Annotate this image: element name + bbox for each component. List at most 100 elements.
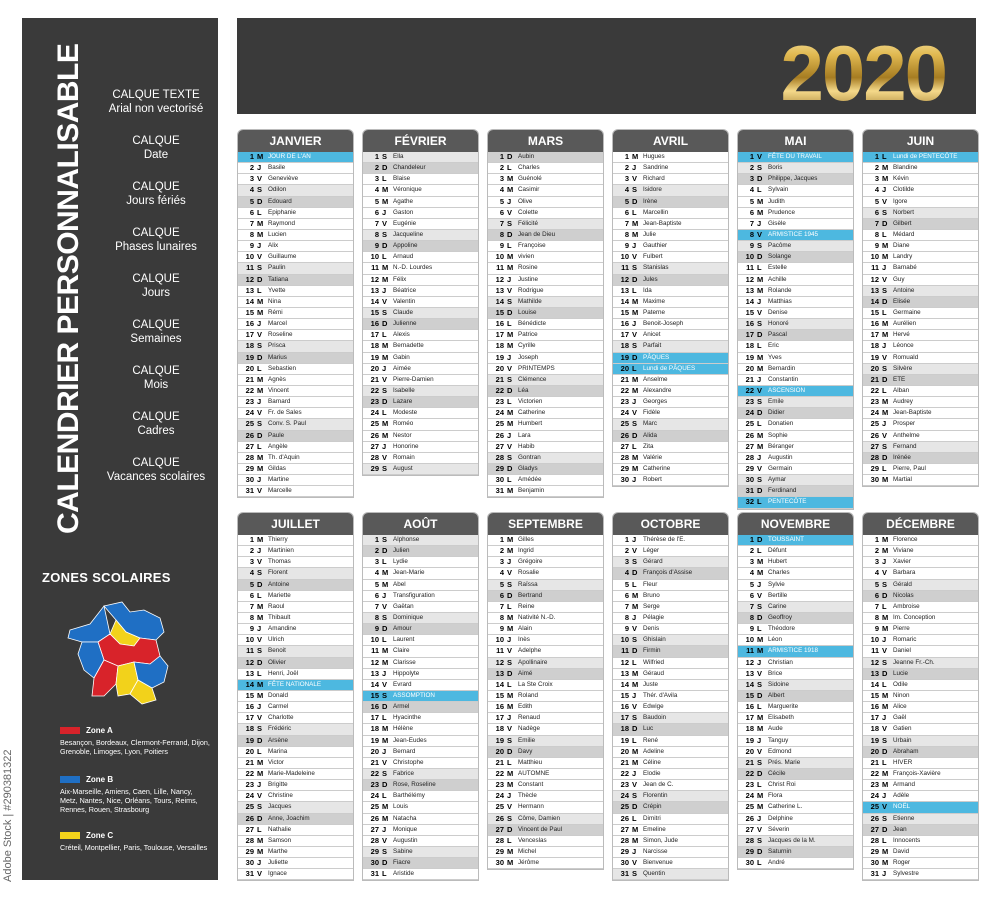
layer-item: CALQUE Date [94,134,218,162]
day-letter: M [257,835,264,845]
day-row: 18 D Luc [613,724,728,736]
saint-name: Bernardin [768,364,796,372]
day-number: 29 [245,846,254,856]
saint-name: Bénédicte [518,320,547,328]
day-number: 1 [749,152,754,161]
day-row: 15 M Paterne [613,308,728,320]
day-letter: D [507,152,513,161]
day-letter: L [882,307,887,317]
day-number: 24 [870,408,879,418]
saint-name: Etienne [893,814,915,822]
day-letter: S [757,397,763,407]
saint-name: Blandine [893,164,918,172]
saint-name: André [768,859,785,867]
day-row: 6 L Epiphanie [238,208,353,219]
day-letter: J [507,713,512,723]
day-number: 22 [495,768,504,778]
day-row: 15 S ASSOMPTION [363,690,478,703]
zone-c-legend: Zone C Créteil, Montpellier, Paris, Toul… [60,831,210,852]
saint-name: Matthieu [518,758,543,766]
day-number: 27 [870,441,879,451]
day-number: 19 [745,352,754,362]
day-number: 24 [620,408,629,418]
day-row: 10 M Landry [863,252,978,264]
saint-name: Thibault [268,613,291,621]
day-number: 30 [495,475,504,485]
month-name: JUILLET [238,513,353,535]
day-row: 10 L Arnaud [363,252,478,264]
day-letter: D [882,374,888,384]
day-number: 25 [745,419,754,429]
saint-name: Edwige [643,703,664,711]
sidebar-title-text: CALENDRIER PERSONNALISABLE [52,43,85,534]
day-letter: J [507,196,512,206]
saint-name: ETE [893,375,906,383]
saint-name: Crépin [643,803,662,811]
day-number: 29 [495,846,504,856]
day-number: 20 [870,363,879,373]
saint-name: Lucien [268,230,287,238]
day-row: 2 D Chandeleur [363,163,478,175]
day-letter: L [632,579,637,589]
day-letter: M [257,463,264,473]
day-letter: V [257,713,263,723]
year-title: 2020 [780,29,948,117]
day-number: 7 [499,601,504,611]
day-letter: V [632,780,638,790]
day-number: 2 [624,546,629,556]
day-letter: V [757,152,763,161]
saint-name: Roméo [393,420,414,428]
saint-name: ASCENSION [768,386,806,394]
day-row: 9 J Amandine [238,624,353,636]
day-number: 9 [874,624,879,634]
saint-name: Martial [893,476,912,484]
day-row: 23 D Lazare [363,397,478,409]
day-row: 19 M Gabin [363,353,478,364]
saint-name: Cyrille [518,342,536,350]
saint-name: Jacqueline [393,230,424,238]
day-letter: D [757,690,763,700]
day-number: 4 [249,568,254,578]
day-number: 13 [245,668,254,678]
day-row: 9 V Denis [613,624,728,636]
day-letter: V [757,385,763,395]
day-row: 31 L Aristide [363,869,478,881]
saint-name: Honorine [393,442,419,450]
day-number: 27 [745,824,754,834]
saint-name: Abel [393,580,406,588]
day-number: 2 [874,546,879,556]
day-letter: S [632,713,638,723]
watermark-text: Adobe Stock | #290381322 [2,749,14,882]
day-number: 5 [874,196,879,206]
day-letter: J [632,397,637,407]
day-row: 22 L Alban [863,386,978,398]
day-row: 1 S Ella [363,152,478,164]
day-row: 9 M Alain [488,624,603,636]
day-row: 2 M Viviane [863,546,978,558]
day-row: 18 S Parfait [613,341,728,353]
saint-name: Félix [393,275,407,283]
saint-name: Florentin [643,792,668,800]
day-number: 20 [370,746,379,756]
saint-name: Valentin [393,297,416,305]
day-row: 2 M Blandine [863,163,978,175]
day-letter: M [382,802,389,812]
day-row: 25 M Catherine L. [738,802,853,814]
day-letter: S [257,185,263,195]
day-number: 28 [745,452,754,462]
day-letter: D [757,486,763,496]
day-letter: J [632,475,637,485]
day-letter: M [257,218,264,228]
day-row: 30 M Jérôme [488,858,603,870]
day-row: 28 V Romain [363,453,478,464]
day-number: 14 [745,296,754,306]
sidebar-title: CALENDRIER PERSONNALISABLE [50,44,90,536]
day-row: 12 M Clarisse [363,658,478,669]
day-number: 13 [495,285,504,295]
saint-name: Aristide [393,870,414,878]
day-number: 4 [874,185,879,195]
day-row: 12 L Wilfried [613,658,728,669]
saint-name: TOUSSAINT [768,536,804,543]
saint-name: Marina [268,747,288,755]
day-row: 3 L Blaise [363,174,478,186]
